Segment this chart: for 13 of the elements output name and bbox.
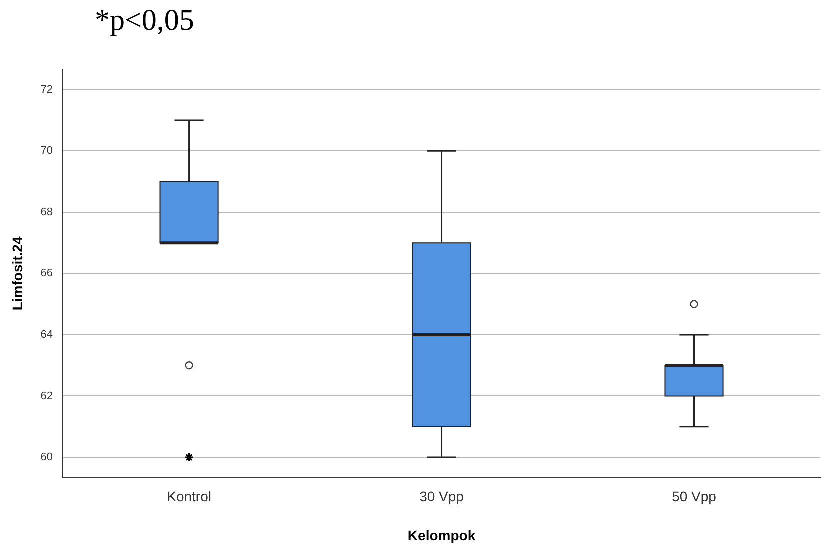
- y-axis-title: Limfosit.24: [9, 236, 26, 311]
- y-tick-label: 72: [40, 84, 54, 96]
- y-tick-label: 68: [40, 206, 54, 218]
- chart-title: *p<0,05: [95, 4, 194, 38]
- x-tick-label: 30 Vpp: [420, 488, 464, 505]
- y-tick-label: 70: [40, 145, 54, 158]
- y-tick-label: 64: [40, 328, 54, 341]
- y-tick-label: 62: [40, 390, 54, 402]
- y-tick-label: 60: [40, 452, 54, 464]
- x-tick-label: Kontrol: [167, 488, 212, 505]
- y-tick-label: 66: [40, 268, 54, 280]
- x-axis-title: Kelompok: [408, 527, 476, 544]
- x-tick-label: 50 Vpp: [672, 488, 717, 505]
